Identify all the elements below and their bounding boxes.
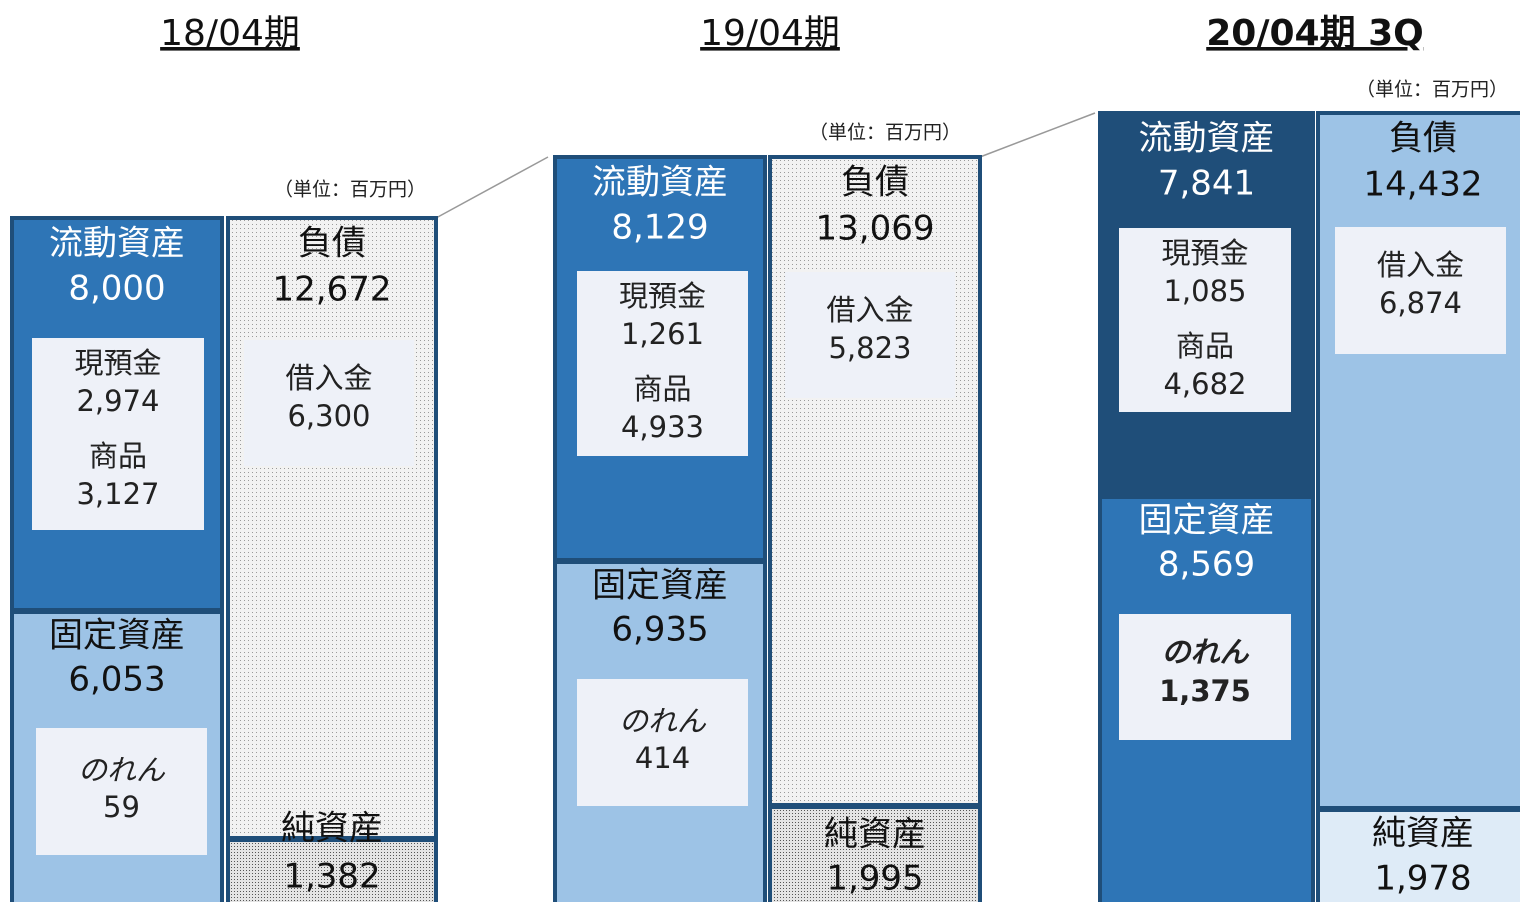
liabilities-block [226,216,438,840]
fixed-assets-label: 固定資産 [1139,501,1275,541]
borrowings-label: 借入金 [1377,248,1464,282]
period-title: 20/04期 3Q [1206,13,1424,54]
unit-label: （単位：百万円） [809,122,961,144]
net-assets-block [1316,808,1520,902]
current-assets-label: 流動資産 [592,163,728,203]
liabilities-block [1316,111,1520,810]
period-title: 18/04期 [160,13,300,54]
borrowings-value: 5,823 [828,331,911,365]
borrowings-box [244,340,414,466]
borrowings-value: 6,300 [287,399,370,433]
item-label: 現預金 [619,279,706,313]
goodwill-box [577,679,748,806]
item-value: 4,933 [621,410,704,444]
goodwill-box [36,728,207,855]
net-assets-value: 1,995 [826,859,923,899]
goodwill-value: 1,375 [1159,674,1251,708]
borrowings-value: 6,874 [1379,286,1462,320]
item-value: 2,974 [76,384,159,418]
net-assets-label: 純資産 [1372,814,1474,854]
borrowings-label: 借入金 [285,361,372,395]
period-title: 19/04期 [700,13,840,54]
net-assets-value: 1,978 [1374,859,1471,899]
liabilities-value: 14,432 [1364,165,1483,205]
fixed-assets-label: 固定資産 [592,566,728,606]
borrowings-box [785,272,955,398]
fixed-assets-value: 6,053 [68,660,165,700]
fixed-assets-label: 固定資産 [49,616,185,656]
item-value: 4,682 [1163,367,1246,401]
current-items-box [1119,228,1291,412]
net-assets-label: 純資産 [281,809,383,849]
item-value: 1,085 [1163,274,1246,308]
net-assets-label: 純資産 [824,815,926,855]
item-label: 商品 [89,439,147,473]
current-assets-value: 8,129 [611,208,708,248]
current-items-box [32,338,204,530]
liabilities-label: 負債 [841,163,909,203]
item-label: 商品 [1176,329,1234,363]
goodwill-label: のれん [1161,635,1249,669]
goodwill-value: 59 [103,790,140,824]
item-value: 1,261 [621,317,704,351]
liabilities-label: 負債 [298,224,366,264]
liabilities-label: 負債 [1389,119,1457,159]
unit-label: （単位：百万円） [274,179,426,201]
goodwill-box [1119,614,1291,740]
current-assets-value: 8,000 [68,269,165,309]
goodwill-value: 414 [635,741,690,775]
net-assets-block [768,805,982,902]
unit-label: （単位：百万円） [1356,79,1508,101]
fixed-assets-value: 8,569 [1158,545,1255,585]
current-assets-label: 流動資産 [1139,119,1275,159]
borrowings-box [1335,227,1506,354]
liabilities-value: 13,069 [816,209,935,249]
fixed-assets-value: 6,935 [611,610,708,650]
net-assets-block [226,838,438,902]
item-label: 現預金 [74,346,161,380]
item-value: 3,127 [76,477,159,511]
current-assets-value: 7,841 [1158,164,1255,204]
goodwill-label: のれん [78,753,166,787]
item-label: 商品 [633,372,691,406]
borrowings-label: 借入金 [826,293,913,327]
connector [979,112,1096,158]
liabilities-block [768,155,982,807]
item-label: 現預金 [1161,236,1248,270]
current-assets-label: 流動資産 [49,224,185,264]
current-items-box [577,271,748,456]
connector [435,156,549,219]
liabilities-value: 12,672 [273,270,392,310]
net-assets-value: 1,382 [283,857,380,897]
goodwill-label: のれん [619,704,707,738]
